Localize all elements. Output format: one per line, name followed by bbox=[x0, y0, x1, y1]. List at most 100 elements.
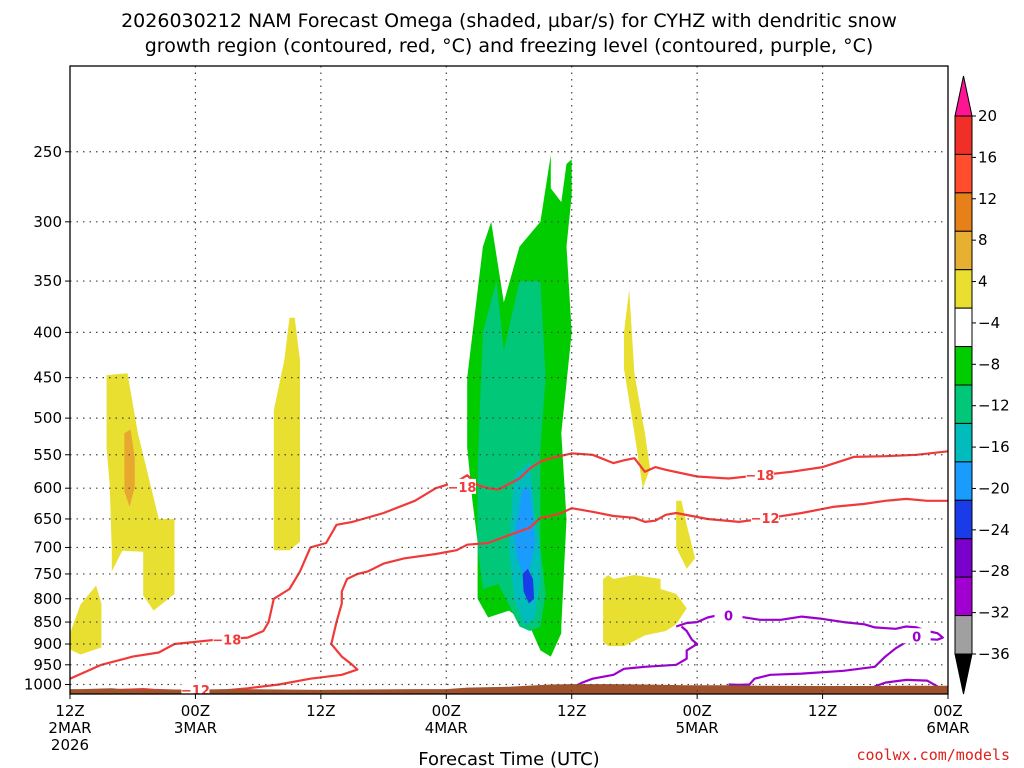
y-tick-label: 750 bbox=[33, 565, 62, 583]
omega-region-blue-central bbox=[522, 568, 535, 604]
x-tick-label: 12Z bbox=[808, 702, 837, 720]
title-line-1: 2026030212 NAM Forecast Omega (shaded, µ… bbox=[121, 10, 897, 32]
colorbar-label: 16 bbox=[978, 148, 997, 166]
contour-label: −18 bbox=[447, 481, 476, 496]
terrain bbox=[70, 684, 948, 694]
colorbar-swatch bbox=[954, 153, 973, 194]
colorbar-label: −28 bbox=[978, 562, 1010, 580]
colorbar-label: −20 bbox=[978, 479, 1010, 497]
plot-area: −18 −18 −18 −12 −12 0 0 bbox=[70, 66, 948, 699]
y-tick-label: 1000 bbox=[24, 676, 62, 694]
omega-shading bbox=[70, 154, 696, 657]
colorbar-swatch bbox=[954, 346, 973, 386]
colorbar-top-arrow bbox=[954, 75, 973, 117]
x-tick-label: 00Z bbox=[682, 702, 711, 720]
colorbar: 20 16 12 8 4 −4 −8 −12 −16 −20 −24 −28 −32 −36 bbox=[954, 75, 1010, 695]
colorbar-label: −24 bbox=[978, 521, 1010, 539]
x-tick-label: 2026 bbox=[51, 736, 89, 754]
colorbar-label: −12 bbox=[978, 397, 1010, 415]
contour-label: −12 bbox=[751, 512, 780, 527]
colorbar-label: 8 bbox=[978, 231, 988, 249]
colorbar-swatch bbox=[954, 499, 973, 540]
x-tick-label: 00Z bbox=[181, 702, 210, 720]
colorbar-label: 4 bbox=[978, 273, 988, 291]
colorbar-swatch bbox=[954, 307, 973, 348]
contour-label: 0 bbox=[912, 630, 921, 645]
x-tick-label: 12Z bbox=[55, 702, 84, 720]
omega-region-yellow-west-column bbox=[273, 317, 300, 551]
plot-frame bbox=[69, 65, 949, 695]
omega-region-yellow-west-low bbox=[70, 585, 102, 655]
colorbar-label: −32 bbox=[978, 604, 1010, 622]
omega-region-orange-west bbox=[124, 429, 135, 507]
colorbar-label: −36 bbox=[978, 645, 1010, 663]
contour-label-bg bbox=[212, 631, 241, 647]
colorbar-bottom-arrow bbox=[954, 653, 973, 695]
colorbar-label: −4 bbox=[978, 314, 1000, 332]
colorbar-label: −8 bbox=[978, 355, 1000, 373]
x-tick-label: 2MAR bbox=[48, 719, 91, 737]
y-tick-label: 950 bbox=[33, 656, 62, 674]
dgz-contour-minus12 bbox=[70, 497, 948, 694]
terrain-fill bbox=[70, 684, 948, 694]
y-axis: 250 300 350 400 450 500 550 600 650 700 750 800 850 9… bbox=[24, 143, 70, 694]
grid bbox=[70, 66, 948, 694]
colorbar-swatch bbox=[954, 576, 973, 617]
colorbar-swatch bbox=[954, 615, 973, 655]
colorbar-swatch bbox=[954, 461, 973, 501]
y-tick-label: 500 bbox=[33, 409, 62, 427]
colorbar-swatch bbox=[954, 422, 973, 463]
omega-region-lightblue-central bbox=[514, 488, 536, 579]
omega-region-yellow-west-main bbox=[106, 373, 175, 611]
y-tick-label: 400 bbox=[33, 323, 62, 341]
contour-label-bg bbox=[714, 607, 743, 623]
contour-labels: −18 −18 −18 −12 −12 0 0 bbox=[181, 467, 931, 699]
y-tick-label: 300 bbox=[33, 213, 62, 231]
contour-label: 0 bbox=[724, 610, 733, 625]
colorbar-label: −16 bbox=[978, 438, 1010, 456]
omega-region-yellow-east-low bbox=[603, 575, 687, 647]
x-tick-label: 00Z bbox=[933, 702, 962, 720]
colorbar-swatch bbox=[954, 230, 973, 271]
contour-label-bg bbox=[751, 509, 780, 525]
x-tick-label: 3MAR bbox=[174, 719, 217, 737]
contour-label-bg bbox=[181, 682, 210, 694]
y-tick-label: 650 bbox=[33, 510, 62, 528]
y-tick-label: 550 bbox=[33, 446, 62, 464]
colorbar-swatch bbox=[954, 538, 973, 578]
contour-label-bg bbox=[902, 628, 931, 644]
x-tick-label: 00Z bbox=[432, 702, 461, 720]
contour-label: −12 bbox=[181, 684, 210, 699]
y-tick-label: 850 bbox=[33, 613, 62, 631]
title-line-2: growth region (contoured, red, °C) and f… bbox=[145, 35, 874, 57]
omega-region-yellow-east-mid bbox=[676, 500, 696, 569]
y-tick-label: 800 bbox=[33, 590, 62, 608]
colorbar-label: 12 bbox=[978, 190, 997, 208]
freezing-contour-1 bbox=[576, 625, 699, 687]
y-tick-label: 600 bbox=[33, 479, 62, 497]
y-tick-label: 700 bbox=[33, 538, 62, 556]
y-tick-label: 350 bbox=[33, 272, 62, 290]
colorbar-swatch bbox=[954, 269, 973, 309]
y-tick-label: 250 bbox=[33, 143, 62, 161]
x-tick-label: 12Z bbox=[306, 702, 335, 720]
colorbar-swatch bbox=[954, 115, 973, 155]
contour-label: −18 bbox=[212, 634, 241, 649]
colorbar-swatch bbox=[954, 384, 973, 424]
omega-region-yellow-east-top bbox=[624, 289, 651, 489]
freezing-contour-0 bbox=[675, 614, 944, 687]
x-tick-label: 12Z bbox=[557, 702, 586, 720]
y-tick-label: 450 bbox=[33, 369, 62, 387]
x-axis-title: Forecast Time (UTC) bbox=[418, 749, 599, 768]
colorbar-label: 20 bbox=[978, 107, 997, 125]
x-tick-label: 5MAR bbox=[676, 719, 719, 737]
contour-label-bg bbox=[447, 478, 476, 494]
x-tick-label: 6MAR bbox=[926, 719, 969, 737]
colorbar-swatch bbox=[954, 192, 973, 232]
contour-label-bg bbox=[745, 467, 774, 483]
y-tick-label: 900 bbox=[33, 635, 62, 653]
credit-text: coolwx.com/models bbox=[856, 746, 1010, 764]
contour-label: −18 bbox=[745, 469, 774, 484]
